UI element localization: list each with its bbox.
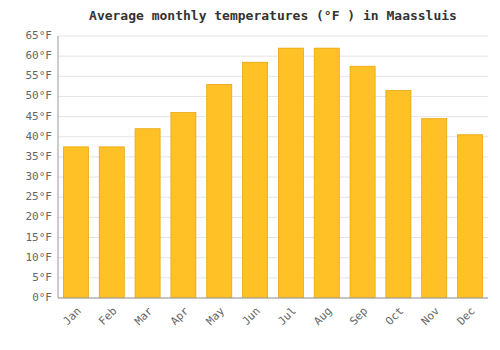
y-tick-label: 15°F — [26, 231, 53, 244]
y-tick-label: 50°F — [26, 89, 53, 102]
x-tick-label: Jul — [275, 305, 298, 328]
bars — [63, 48, 482, 298]
x-tick-label: Mar — [132, 304, 156, 328]
y-tick-label: 0°F — [32, 291, 52, 304]
bar — [63, 147, 88, 298]
bar — [350, 66, 375, 298]
x-tick-label: Jan — [60, 305, 83, 328]
bar — [278, 48, 303, 298]
grid-line — [58, 298, 488, 299]
bar — [243, 62, 268, 298]
y-axis-ticks: 0°F 5°F 10°F 15°F 20°F 25°F 30°F 35°F 40°F 45°F 50… — [26, 29, 53, 304]
y-tick-label: 30°F — [26, 170, 53, 183]
bar — [171, 113, 196, 298]
y-tick-label: 65°F — [26, 29, 53, 42]
grid-line — [58, 56, 488, 57]
bar — [458, 135, 483, 298]
x-tick-label: Aug — [311, 305, 334, 328]
background — [0, 0, 500, 350]
grid-line — [58, 116, 488, 117]
y-axis-line — [58, 36, 59, 298]
grid — [58, 36, 488, 298]
bar — [207, 84, 232, 298]
chart: 0°F 5°F 10°F 15°F 20°F 25°F 30°F 35°F 40°F 45°F 50… — [0, 0, 500, 350]
grid-line — [58, 96, 488, 97]
y-tick-label: 5°F — [32, 271, 52, 284]
bar — [314, 48, 339, 298]
bar — [135, 129, 160, 298]
x-tick-label: Jun — [240, 305, 263, 328]
x-tick-label: Nov — [419, 304, 443, 328]
grid-line — [58, 36, 488, 37]
y-tick-label: 60°F — [26, 49, 53, 62]
y-tick-label: 55°F — [26, 69, 53, 82]
grid-line — [58, 76, 488, 77]
y-tick-label: 25°F — [26, 190, 53, 203]
x-tick-label: Oct — [383, 305, 406, 328]
x-axis-ticks: Jan Feb Mar Apr May Jun Jul Aug Sep Oct Nov Dec — [60, 304, 477, 328]
x-tick-label: Dec — [455, 305, 478, 328]
y-tick-label: 45°F — [26, 110, 53, 123]
x-tick-label: Apr — [168, 304, 192, 328]
y-tick-label: 40°F — [26, 130, 53, 143]
y-tick-label: 35°F — [26, 150, 53, 163]
bar — [386, 90, 411, 298]
y-tick-label: 20°F — [26, 210, 53, 223]
x-tick-label: Sep — [347, 305, 370, 328]
x-tick-label: Feb — [96, 305, 119, 328]
x-axis-line — [58, 298, 488, 299]
y-tick-label: 10°F — [26, 251, 53, 264]
title: Average monthly temperatures (°F ) in Ma… — [89, 8, 457, 23]
bar — [422, 119, 447, 298]
x-tick-label: May — [204, 304, 228, 328]
bar — [99, 147, 124, 298]
